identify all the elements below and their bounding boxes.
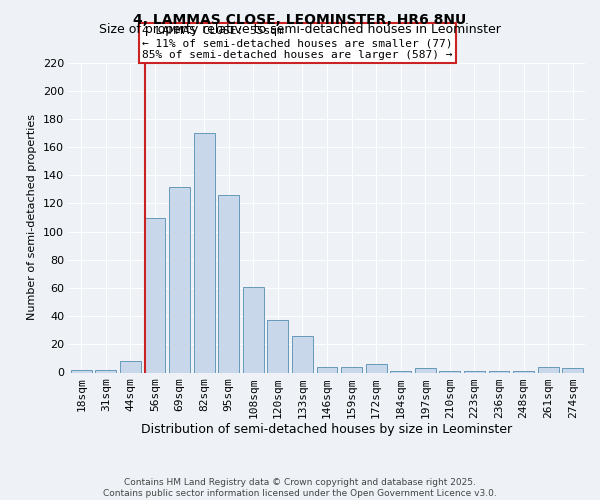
Bar	[145, 218, 166, 372]
Text: Contains HM Land Registry data © Crown copyright and database right 2025.
Contai: Contains HM Land Registry data © Crown c…	[103, 478, 497, 498]
Bar	[464, 371, 485, 372]
Bar	[243, 286, 264, 372]
Bar	[488, 371, 509, 372]
Bar	[268, 320, 289, 372]
Bar	[120, 361, 141, 372]
Bar	[439, 371, 460, 372]
Bar	[218, 195, 239, 372]
Text: Size of property relative to semi-detached houses in Leominster: Size of property relative to semi-detach…	[99, 22, 501, 36]
Bar	[292, 336, 313, 372]
Bar	[95, 370, 116, 372]
Bar	[194, 133, 215, 372]
Bar	[513, 371, 534, 372]
Bar	[538, 367, 559, 372]
Bar	[415, 368, 436, 372]
X-axis label: Distribution of semi-detached houses by size in Leominster: Distribution of semi-detached houses by …	[142, 424, 512, 436]
Bar	[562, 368, 583, 372]
Bar	[169, 186, 190, 372]
Bar	[365, 364, 386, 372]
Text: 4, LAMMAS CLOSE, LEOMINSTER, HR6 8NU: 4, LAMMAS CLOSE, LEOMINSTER, HR6 8NU	[133, 12, 467, 26]
Bar	[71, 370, 92, 372]
Text: 4 LAMMAS CLOSE: 55sqm
← 11% of semi-detached houses are smaller (77)
85% of semi: 4 LAMMAS CLOSE: 55sqm ← 11% of semi-deta…	[142, 26, 452, 60]
Y-axis label: Number of semi-detached properties: Number of semi-detached properties	[28, 114, 37, 320]
Bar	[341, 367, 362, 372]
Bar	[317, 367, 337, 372]
Bar	[390, 371, 411, 372]
